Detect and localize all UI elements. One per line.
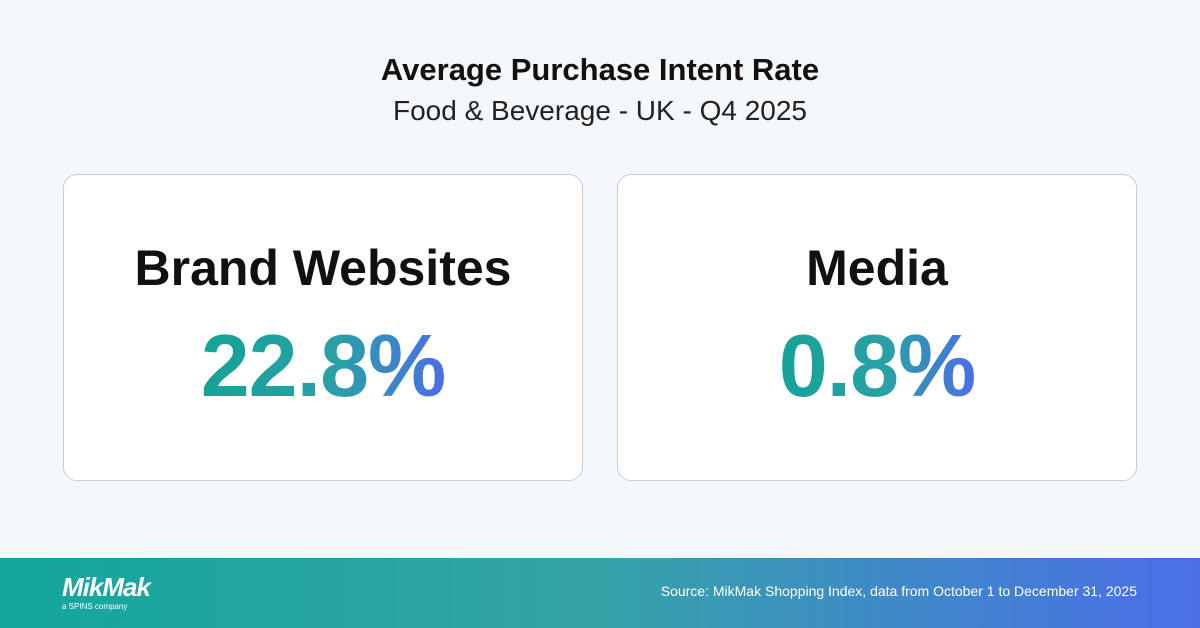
card-value: 22.8% <box>200 316 447 415</box>
card-label: Media <box>806 240 948 296</box>
card-value-box: 22.8% <box>64 315 582 417</box>
logo: MikMak <box>62 572 151 602</box>
card-label: Brand Websites <box>134 240 512 296</box>
title: Average Purchase Intent Rate <box>380 52 820 87</box>
card: Media 0.8% <box>617 174 1137 481</box>
footer: MikMak a SPINS company Source: MikMak Sh… <box>0 558 1200 628</box>
source-note: Source: MikMak Shopping Index, data from… <box>660 583 1137 599</box>
card-value-box: 0.8% <box>618 315 1136 417</box>
tagline: a SPINS company <box>62 602 128 611</box>
card-value: 0.8% <box>778 316 977 415</box>
subtitle: Food & Beverage - UK - Q4 2025 <box>393 95 807 126</box>
card: Brand Websites 22.8% <box>63 174 583 481</box>
